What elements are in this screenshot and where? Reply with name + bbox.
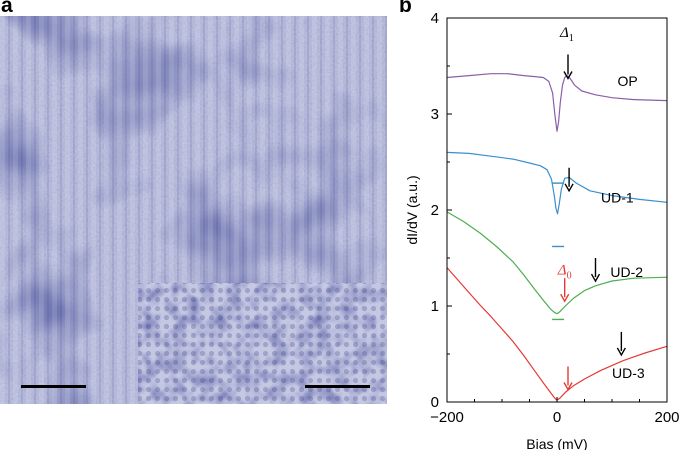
gap-arrow-3	[590, 258, 601, 283]
scale-bar-inset	[305, 385, 370, 388]
x-tick-label: 200	[654, 409, 679, 426]
curve-label-2: UD-1	[601, 189, 634, 205]
stm-inset-image	[138, 283, 387, 404]
gap-arrow-head	[563, 71, 573, 80]
y-tick-label: 0	[431, 394, 439, 411]
y-tick-label: 4	[431, 10, 439, 27]
gap-arrow-head	[590, 273, 601, 283]
gap-arrow-head	[560, 293, 570, 303]
gap-arrow-head	[616, 347, 626, 357]
series-line-1	[446, 73, 668, 132]
scale-bar-main	[21, 385, 86, 388]
y-tick-label: 2	[431, 202, 439, 219]
stm-topograph-image	[0, 16, 387, 404]
y-tick-label: 3	[431, 106, 439, 123]
curve-group	[446, 73, 668, 401]
gap-label-subscript: 0	[567, 270, 572, 281]
gap-arrow-5	[560, 278, 570, 303]
gap-label-subscript: 1	[569, 33, 574, 44]
gap-label-1: Δ1	[559, 25, 574, 44]
curve-label-3: UD-2	[610, 264, 643, 280]
y-tick-label: 1	[431, 298, 439, 315]
curve-label-1: OP	[618, 73, 638, 89]
series-line-4	[446, 267, 668, 401]
x-tick-label: 0	[553, 409, 561, 426]
panel-label-a: a	[1, 0, 13, 17]
x-tick-label: −200	[430, 409, 464, 426]
x-axis-title: Bias (mV)	[526, 436, 587, 450]
series-line-2	[446, 151, 668, 215]
gap-arrow-2	[564, 167, 574, 193]
gap-arrow-4	[616, 331, 626, 357]
series-line-3	[446, 211, 668, 315]
curve-label-4: UD-3	[612, 365, 645, 381]
gap-arrow-6	[563, 366, 573, 391]
gap-arrow-1	[563, 54, 573, 80]
gap-arrow-head	[563, 382, 573, 391]
panel-label-b: b	[399, 0, 412, 17]
gap-arrow-head	[564, 183, 574, 193]
y-axis-title: dI/dV (a.u.)	[404, 175, 420, 244]
